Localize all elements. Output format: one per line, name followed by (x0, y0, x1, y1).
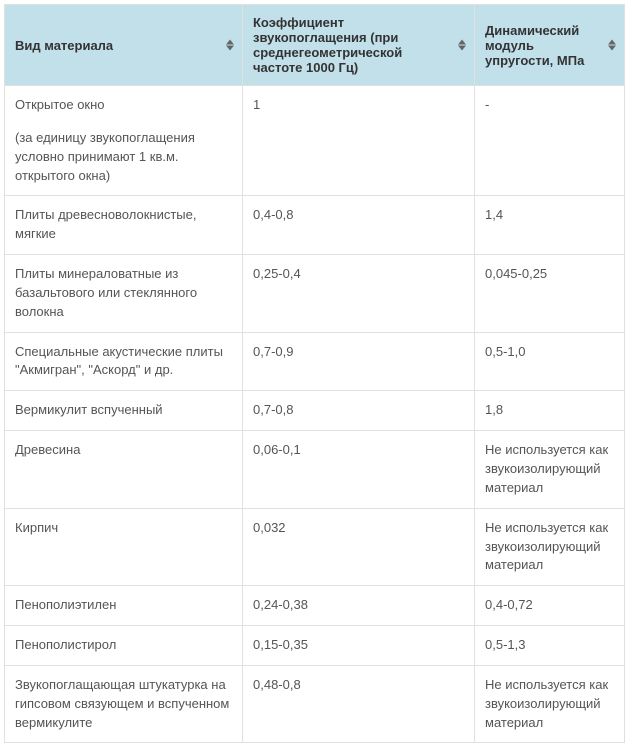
cell-coeff: 1 (243, 86, 475, 196)
column-label: Вид материала (15, 38, 113, 53)
table-row: Древесина 0,06-0,1 Не используется как з… (5, 431, 625, 509)
cell-coeff: 0,4-0,8 (243, 196, 475, 255)
column-label: Динамический модуль упругости, МПа (485, 23, 584, 68)
cell-material: Пенополистирол (5, 626, 243, 666)
cell-coeff: 0,48-0,8 (243, 665, 475, 743)
cell-modulus: 1,4 (475, 196, 625, 255)
cell-material: Звукопоглащающая штукатурка на гипсовом … (5, 665, 243, 743)
column-header-modulus[interactable]: Динамический модуль упругости, МПа (475, 5, 625, 86)
cell-material: Плиты древесноволокнистые, мягкие (5, 196, 243, 255)
cell-coeff: 0,06-0,1 (243, 431, 475, 509)
column-header-material[interactable]: Вид материала (5, 5, 243, 86)
table-row: Вермикулит вспученный 0,7-0,8 1,8 (5, 391, 625, 431)
cell-coeff: 0,7-0,8 (243, 391, 475, 431)
sort-icon[interactable] (458, 40, 466, 51)
cell-modulus: Не используется как звукоизолирующий мат… (475, 508, 625, 586)
table-row: Плиты древесноволокнистые, мягкие 0,4-0,… (5, 196, 625, 255)
materials-table: Вид материала Коэффициент звукопоглащени… (4, 4, 625, 743)
table-row: Открытое окно (за единицу звукопоглащени… (5, 86, 625, 196)
cell-modulus: 0,045-0,25 (475, 255, 625, 333)
table-body: Открытое окно (за единицу звукопоглащени… (5, 86, 625, 743)
cell-material: Плиты минераловатные из базальтового или… (5, 255, 243, 333)
cell-material: Пенополиэтилен (5, 586, 243, 626)
column-label: Коэффициент звукопоглащения (при среднег… (253, 15, 402, 75)
cell-coeff: 0,7-0,9 (243, 332, 475, 391)
table-row: Плиты минераловатные из базальтового или… (5, 255, 625, 333)
cell-coeff: 0,15-0,35 (243, 626, 475, 666)
column-header-coeff[interactable]: Коэффициент звукопоглащения (при среднег… (243, 5, 475, 86)
cell-coeff: 0,032 (243, 508, 475, 586)
cell-modulus: Не используется как звукоизолирующий мат… (475, 431, 625, 509)
material-note: (за единицу звукопоглащения условно прин… (15, 129, 232, 186)
cell-coeff: 0,24-0,38 (243, 586, 475, 626)
sort-icon[interactable] (226, 40, 234, 51)
material-name: Открытое окно (15, 97, 105, 112)
cell-modulus: 0,5-1,0 (475, 332, 625, 391)
cell-modulus: 1,8 (475, 391, 625, 431)
cell-modulus: - (475, 86, 625, 196)
table-header-row: Вид материала Коэффициент звукопоглащени… (5, 5, 625, 86)
table-row: Пенополистирол 0,15-0,35 0,5-1,3 (5, 626, 625, 666)
cell-modulus: 0,5-1,3 (475, 626, 625, 666)
table-row: Специальные акустические плиты "Акмигран… (5, 332, 625, 391)
cell-material: Древесина (5, 431, 243, 509)
cell-coeff: 0,25-0,4 (243, 255, 475, 333)
cell-material: Открытое окно (за единицу звукопоглащени… (5, 86, 243, 196)
cell-modulus: 0,4-0,72 (475, 586, 625, 626)
sort-icon[interactable] (608, 40, 616, 51)
cell-material: Специальные акустические плиты "Акмигран… (5, 332, 243, 391)
table-row: Кирпич 0,032 Не используется как звукоиз… (5, 508, 625, 586)
cell-material: Вермикулит вспученный (5, 391, 243, 431)
table-row: Звукопоглащающая штукатурка на гипсовом … (5, 665, 625, 743)
table-row: Пенополиэтилен 0,24-0,38 0,4-0,72 (5, 586, 625, 626)
cell-modulus: Не используется как звукоизолирующий мат… (475, 665, 625, 743)
cell-material: Кирпич (5, 508, 243, 586)
